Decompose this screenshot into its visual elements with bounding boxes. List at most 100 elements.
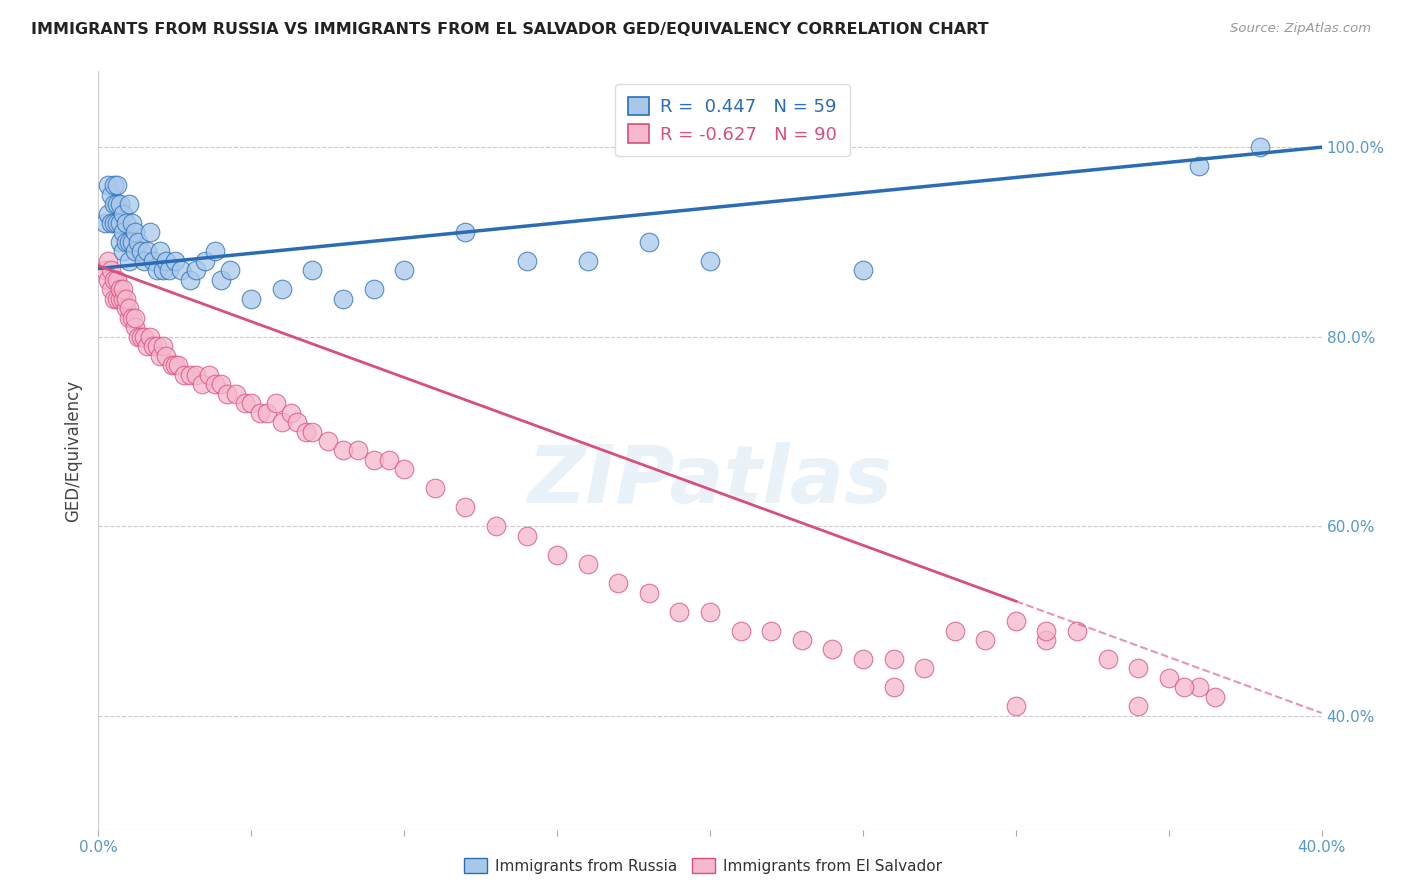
Point bbox=[280, 406, 302, 420]
Point bbox=[295, 425, 318, 439]
Point bbox=[204, 244, 226, 259]
Point bbox=[163, 358, 186, 372]
Point bbox=[1249, 140, 1271, 154]
Point bbox=[240, 292, 263, 306]
Point bbox=[163, 254, 186, 268]
Point bbox=[332, 443, 354, 458]
Point bbox=[1066, 624, 1088, 638]
Point bbox=[759, 624, 782, 638]
Point bbox=[103, 197, 125, 211]
Point bbox=[97, 254, 120, 268]
Point bbox=[347, 443, 370, 458]
Point bbox=[145, 263, 167, 277]
Point bbox=[136, 339, 159, 353]
Point bbox=[516, 254, 538, 268]
Point bbox=[546, 548, 568, 562]
Point bbox=[139, 226, 162, 240]
Point bbox=[118, 310, 141, 325]
Legend: R =  0.447   N = 59, R = -0.627   N = 90: R = 0.447 N = 59, R = -0.627 N = 90 bbox=[614, 84, 849, 156]
Point bbox=[209, 273, 232, 287]
Point bbox=[100, 216, 122, 230]
Point bbox=[105, 178, 128, 193]
Point bbox=[378, 453, 401, 467]
Point bbox=[883, 681, 905, 695]
Point bbox=[1004, 614, 1026, 628]
Point bbox=[105, 273, 128, 287]
Point bbox=[883, 652, 905, 666]
Point bbox=[118, 301, 141, 316]
Point bbox=[233, 396, 256, 410]
Point bbox=[576, 557, 599, 572]
Point bbox=[111, 226, 134, 240]
Point bbox=[249, 406, 271, 420]
Point bbox=[668, 605, 690, 619]
Point bbox=[240, 396, 263, 410]
Point bbox=[1188, 681, 1211, 695]
Point bbox=[974, 633, 997, 648]
Point bbox=[103, 216, 125, 230]
Point bbox=[285, 415, 308, 429]
Point bbox=[152, 263, 174, 277]
Point bbox=[1004, 699, 1026, 714]
Point bbox=[118, 254, 141, 268]
Point bbox=[121, 216, 143, 230]
Point bbox=[115, 235, 138, 249]
Point bbox=[219, 263, 242, 277]
Point bbox=[301, 263, 323, 277]
Point bbox=[105, 292, 128, 306]
Point bbox=[1188, 159, 1211, 173]
Point bbox=[134, 254, 156, 268]
Point bbox=[115, 216, 138, 230]
Point bbox=[1035, 633, 1057, 648]
Point bbox=[142, 254, 165, 268]
Point bbox=[97, 206, 120, 220]
Point bbox=[103, 273, 125, 287]
Point bbox=[149, 244, 172, 259]
Point bbox=[454, 226, 477, 240]
Text: Source: ZipAtlas.com: Source: ZipAtlas.com bbox=[1230, 22, 1371, 36]
Text: IMMIGRANTS FROM RUSSIA VS IMMIGRANTS FROM EL SALVADOR GED/EQUIVALENCY CORRELATIO: IMMIGRANTS FROM RUSSIA VS IMMIGRANTS FRO… bbox=[31, 22, 988, 37]
Point bbox=[105, 216, 128, 230]
Point bbox=[186, 263, 208, 277]
Point bbox=[363, 282, 385, 296]
Point bbox=[516, 529, 538, 543]
Point bbox=[852, 652, 875, 666]
Point bbox=[637, 585, 661, 599]
Point bbox=[167, 358, 190, 372]
Point bbox=[186, 368, 208, 382]
Y-axis label: GED/Equivalency: GED/Equivalency bbox=[65, 379, 83, 522]
Point bbox=[270, 415, 292, 429]
Point bbox=[108, 216, 131, 230]
Point bbox=[124, 310, 146, 325]
Point bbox=[136, 244, 159, 259]
Point bbox=[332, 292, 354, 306]
Point bbox=[100, 263, 122, 277]
Point bbox=[111, 244, 134, 259]
Point bbox=[152, 339, 174, 353]
Point bbox=[108, 292, 131, 306]
Point bbox=[134, 330, 156, 344]
Point bbox=[108, 235, 131, 249]
Text: ZIPatlas: ZIPatlas bbox=[527, 442, 893, 520]
Point bbox=[118, 197, 141, 211]
Point bbox=[363, 453, 385, 467]
Point bbox=[256, 406, 278, 420]
Point bbox=[115, 301, 138, 316]
Point bbox=[111, 292, 134, 306]
Point bbox=[100, 282, 122, 296]
Point bbox=[637, 235, 661, 249]
Point bbox=[142, 339, 165, 353]
Point bbox=[111, 206, 134, 220]
Point bbox=[423, 482, 446, 496]
Point bbox=[149, 349, 172, 363]
Point bbox=[912, 661, 935, 675]
Point bbox=[100, 187, 122, 202]
Point bbox=[197, 368, 219, 382]
Point bbox=[607, 576, 630, 591]
Point bbox=[392, 462, 416, 476]
Point bbox=[1204, 690, 1226, 704]
Point bbox=[155, 349, 177, 363]
Point bbox=[103, 178, 125, 193]
Point bbox=[730, 624, 752, 638]
Point bbox=[155, 254, 177, 268]
